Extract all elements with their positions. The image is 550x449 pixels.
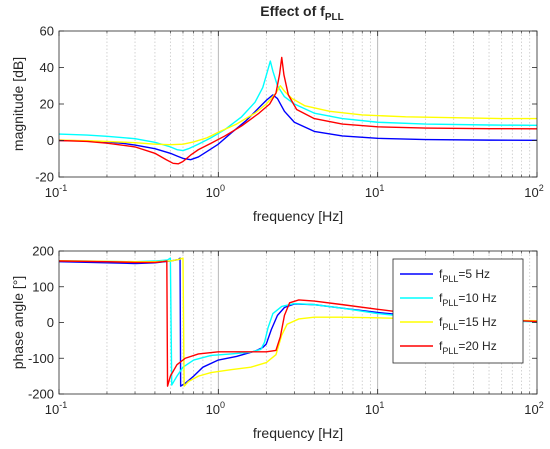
x-tick-label: 10-1	[45, 400, 67, 417]
x-grid	[106, 31, 531, 177]
series-line-3	[59, 257, 537, 387]
x-tick-exponent: 0	[220, 183, 225, 193]
x-tick-base: 10	[45, 185, 59, 200]
legend-label-suffix: =10 Hz	[458, 291, 496, 305]
series-line-1	[59, 94, 537, 161]
series-group	[59, 257, 537, 387]
x-tick-base: 10	[365, 402, 379, 417]
legend-label-subscript: PLL	[442, 274, 458, 284]
x-tick-base: 10	[45, 402, 59, 417]
x-tick-base: 10	[206, 402, 220, 417]
x-tick-base: 10	[524, 185, 538, 200]
legend-label-prefix: f	[439, 315, 443, 329]
legend-label-subscript: PLL	[442, 298, 458, 308]
legend-label: fPLL=10 Hz	[439, 291, 497, 308]
legend-label-prefix: f	[439, 339, 443, 353]
series-line-4	[59, 260, 537, 387]
legend-label-prefix: f	[439, 291, 443, 305]
legend-label: fPLL=15 Hz	[439, 315, 497, 332]
legend-label-subscript: PLL	[442, 322, 458, 332]
x-tick-base: 10	[365, 185, 379, 200]
x-tick-label: 100	[206, 400, 225, 417]
x-tick-exponent: 1	[379, 400, 384, 410]
x-tick-label: 102	[524, 400, 543, 417]
x-tick-base: 10	[206, 185, 220, 200]
x-axis-label: frequency [Hz]	[253, 425, 343, 441]
y-tick-label: 0	[47, 133, 54, 148]
y-tick-label: 60	[40, 24, 54, 39]
chart-title-subscript: PLL	[325, 12, 344, 23]
y-tick-label: 200	[32, 244, 54, 259]
legend-label-suffix: =5 Hz	[458, 267, 490, 281]
y-tick-label: 0	[47, 315, 54, 330]
x-axis-label: frequency [Hz]	[253, 208, 343, 224]
x-tick-exponent: 1	[379, 183, 384, 193]
x-tick-label: 10-1	[45, 183, 67, 200]
x-tick-label: 102	[524, 183, 543, 200]
y-tick-label: -200	[28, 387, 54, 402]
y-tick-label: -20	[35, 170, 54, 185]
chart-title: Effect of fPLL	[260, 3, 343, 23]
x-tick-exponent: 0	[220, 400, 225, 410]
x-tick-exponent: 2	[539, 400, 544, 410]
x-tick-exponent: 2	[539, 183, 544, 193]
legend-label-prefix: f	[439, 267, 443, 281]
x-tick-base: 10	[524, 402, 538, 417]
x-tick-exponent: -1	[59, 400, 67, 410]
x-tick-label: 101	[365, 400, 384, 417]
y-tick-label: -100	[28, 351, 54, 366]
x-tick-label: 101	[365, 183, 384, 200]
legend-label-suffix: =15 Hz	[458, 315, 496, 329]
legend-label: fPLL=20 Hz	[439, 339, 497, 356]
y-tick-label: 20	[40, 97, 54, 112]
y-tick-label: 100	[32, 279, 54, 294]
legend-label-subscript: PLL	[442, 346, 458, 356]
legend-label: fPLL=5 Hz	[439, 267, 490, 284]
y-tick-label: 40	[40, 60, 54, 75]
x-tick-exponent: -1	[59, 183, 67, 193]
y-axis-label: magnitude [dB]	[10, 57, 26, 151]
x-tick-label: 100	[206, 183, 225, 200]
series-line-3	[59, 85, 537, 146]
y-axis-label: phase angle [°]	[10, 276, 26, 370]
plot-background	[59, 31, 537, 177]
series-line-4	[59, 56, 537, 165]
legend-label-suffix: =20 Hz	[458, 339, 496, 353]
chart-title-main: Effect of f	[260, 3, 325, 19]
series-group	[59, 56, 537, 165]
